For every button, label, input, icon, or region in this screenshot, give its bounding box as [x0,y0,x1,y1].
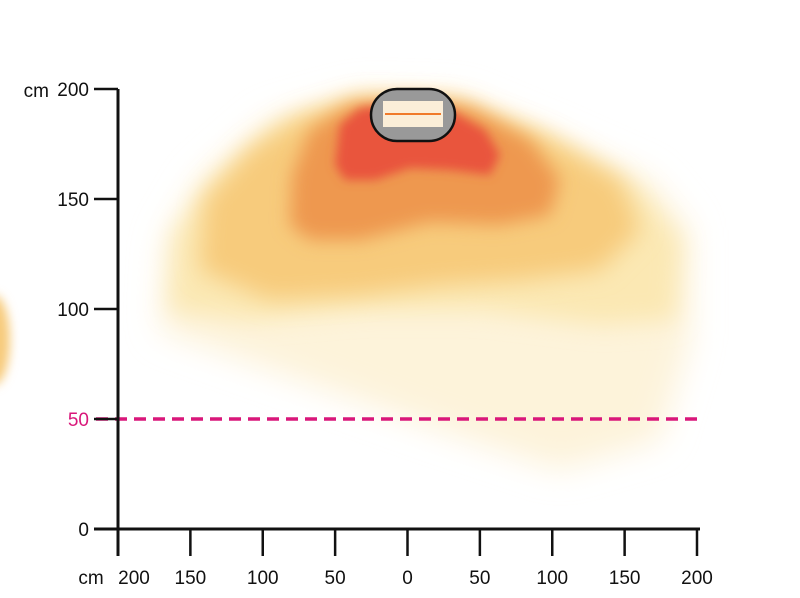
x-tick-label: 100 [247,568,279,589]
x-tick-label: 200 [118,568,150,589]
x-tick-label: 0 [402,568,413,589]
y-tick-label: 100 [57,300,89,321]
heater-lamp-icon [369,87,457,143]
y-tick-label: 50 [68,410,89,431]
x-tick-label: 150 [175,568,207,589]
y-axis-unit-label: cm [24,81,49,102]
x-axis-unit-label: cm [78,568,103,589]
x-tick-label: 100 [536,568,568,589]
y-tick-label: 150 [57,190,89,211]
heat-zones [0,95,690,470]
heat-zone-left-edge [0,298,10,382]
x-tick-label: 50 [469,568,490,589]
x-tick-label: 150 [609,568,641,589]
y-tick-label: 200 [57,80,89,101]
x-axis-ticks: 200 150 100 50 0 50 100 150 200 [116,529,713,589]
x-tick-label: 200 [681,568,713,589]
y-axis-ticks: 0 50 100 150 200 [57,80,118,541]
y-tick-label: 0 [78,520,89,541]
x-tick-label: 50 [325,568,346,589]
